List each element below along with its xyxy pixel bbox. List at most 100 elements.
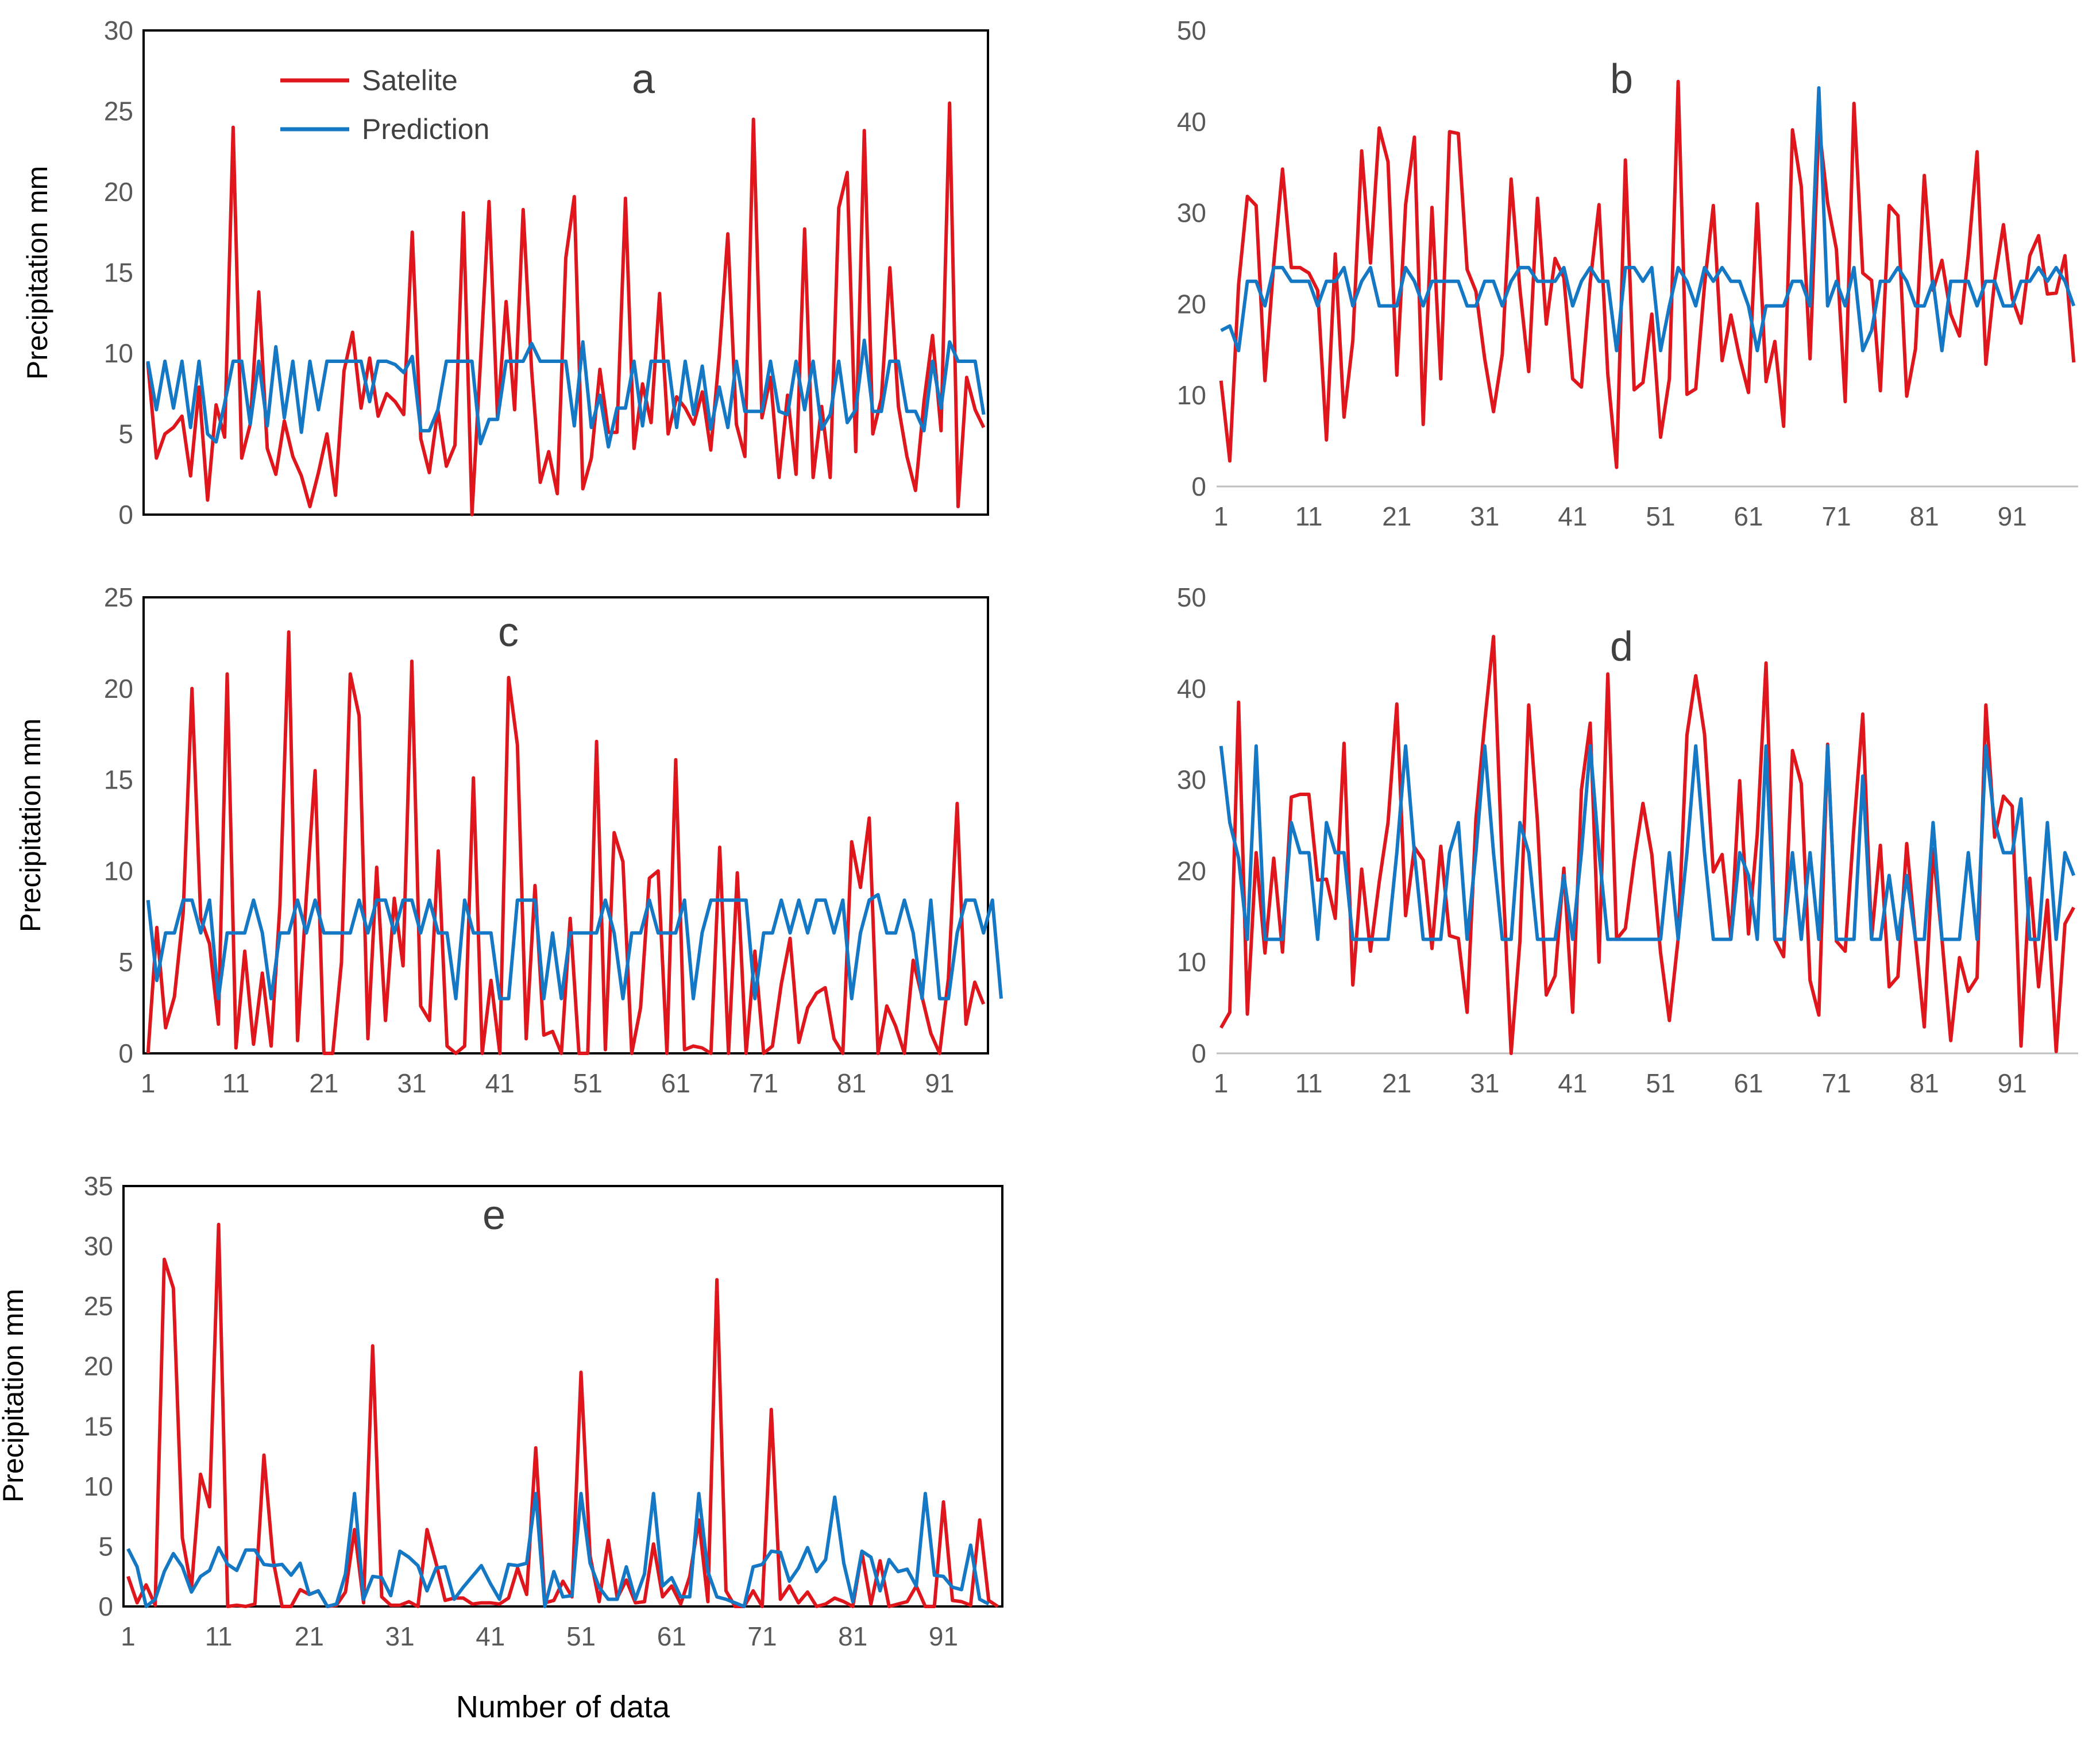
x-tick-label: 61 [661, 1068, 690, 1098]
y-axis-label: Precipitation mm [0, 1289, 29, 1502]
y-tick-label: 20 [84, 1351, 113, 1381]
y-tick-label: 10 [1177, 947, 1206, 977]
x-tick-label: 71 [747, 1621, 777, 1651]
y-tick-label: 0 [118, 1038, 133, 1068]
y-tick-label: 30 [1177, 765, 1206, 795]
x-tick-label: 11 [205, 1621, 233, 1651]
y-tick-label: 5 [118, 947, 133, 977]
x-tick-label: 11 [1295, 501, 1323, 531]
legend: Satelite Prediction [280, 64, 489, 145]
series-line-satelite [1219, 635, 2075, 1055]
x-tick-label: 51 [1646, 1068, 1675, 1098]
y-tick-label: 20 [1177, 289, 1206, 319]
x-tick-label: 21 [1382, 501, 1411, 531]
y-tick-label: 35 [84, 1171, 113, 1201]
series-line-satelite [1219, 79, 2076, 469]
y-tick-label: 40 [1177, 674, 1206, 704]
x-tick-label: 81 [837, 1068, 866, 1098]
panel-label: a [632, 56, 655, 102]
panel-label: c [498, 609, 519, 655]
x-tick-label: 31 [1470, 501, 1499, 531]
x-tick-label: 81 [1910, 501, 1939, 531]
panel-label: e [482, 1192, 505, 1238]
x-tick-label: 71 [749, 1068, 778, 1098]
panel-label: d [1610, 624, 1633, 670]
y-tick-label: 40 [1177, 107, 1206, 137]
plot-frame [1217, 30, 2078, 486]
x-tick-label: 41 [485, 1068, 515, 1098]
x-tick-label: 71 [1821, 501, 1851, 531]
series-line-satelite [146, 630, 986, 1055]
y-tick-label: 0 [118, 500, 133, 530]
y-tick-label: 15 [104, 765, 133, 795]
y-tick-label: 0 [1191, 472, 1206, 501]
y-tick-label: 5 [98, 1531, 113, 1561]
y-tick-label: 25 [84, 1291, 113, 1321]
x-tick-label: 91 [1998, 1068, 2027, 1098]
y-axis-label: Precipitation mm [21, 166, 53, 380]
y-tick-label: 50 [1177, 16, 1206, 45]
x-tick-label: 1 [141, 1068, 156, 1098]
y-tick-label: 20 [104, 177, 133, 207]
x-tick-label: 41 [1558, 501, 1587, 531]
x-tick-label: 21 [295, 1621, 324, 1651]
x-tick-label: 41 [1558, 1068, 1587, 1098]
y-tick-label: 10 [1177, 380, 1206, 410]
panel-label: b [1610, 56, 1633, 102]
y-tick-label: 20 [1177, 856, 1206, 886]
x-tick-label: 1 [1214, 501, 1229, 531]
x-axis-label: Number of data [456, 1690, 670, 1724]
plot-frame [142, 596, 989, 1055]
y-tick-label: 0 [1191, 1038, 1206, 1068]
y-tick-label: 30 [1177, 198, 1206, 228]
x-tick-label: 1 [121, 1621, 136, 1651]
series-line-prediction [1220, 86, 2076, 353]
y-tick-label: 25 [104, 582, 133, 612]
x-tick-label: 91 [929, 1621, 958, 1651]
y-tick-label: 10 [104, 338, 133, 368]
x-tick-label: 61 [1734, 1068, 1763, 1098]
y-tick-label: 30 [84, 1231, 113, 1261]
x-tick-label: 11 [222, 1068, 250, 1098]
series-line-prediction [146, 893, 1003, 1001]
x-tick-label: 81 [1910, 1068, 1939, 1098]
x-tick-label: 61 [657, 1621, 686, 1651]
y-tick-label: 25 [104, 96, 133, 126]
series-line-satelite [146, 101, 986, 516]
y-tick-label: 5 [118, 419, 133, 449]
x-tick-label: 51 [573, 1068, 603, 1098]
x-tick-label: 91 [1998, 501, 2027, 531]
x-tick-label: 41 [476, 1621, 505, 1651]
x-tick-label: 81 [838, 1621, 867, 1651]
legend-label-satelite: Satelite [362, 64, 458, 96]
y-tick-label: 50 [1177, 582, 1206, 612]
plot-frame [142, 29, 989, 516]
x-tick-label: 51 [566, 1621, 596, 1651]
y-tick-label: 15 [104, 258, 133, 288]
x-tick-label: 51 [1646, 501, 1675, 531]
x-tick-label: 21 [1382, 1068, 1411, 1098]
y-tick-label: 0 [98, 1592, 113, 1621]
y-tick-label: 10 [84, 1471, 113, 1501]
y-axis-label: Precipitation mm [14, 719, 47, 932]
x-tick-label: 91 [925, 1068, 954, 1098]
x-tick-label: 31 [397, 1068, 426, 1098]
y-tick-label: 10 [104, 856, 133, 886]
x-tick-label: 61 [1734, 501, 1763, 531]
x-tick-label: 1 [1214, 1068, 1229, 1098]
x-tick-label: 31 [1470, 1068, 1499, 1098]
panel-a: 0 5 10 15 20 25 30 a Precipitation mm Satelite… [21, 16, 989, 530]
x-tick-label: 31 [385, 1621, 414, 1651]
y-tick-label: 20 [104, 674, 133, 704]
series-line-prediction [126, 1492, 990, 1608]
y-tick-label: 15 [84, 1411, 113, 1441]
x-tick-label: 11 [1295, 1068, 1323, 1098]
x-tick-label: 21 [309, 1068, 338, 1098]
y-tick-label: 30 [104, 16, 133, 45]
series-line-prediction [146, 338, 986, 449]
